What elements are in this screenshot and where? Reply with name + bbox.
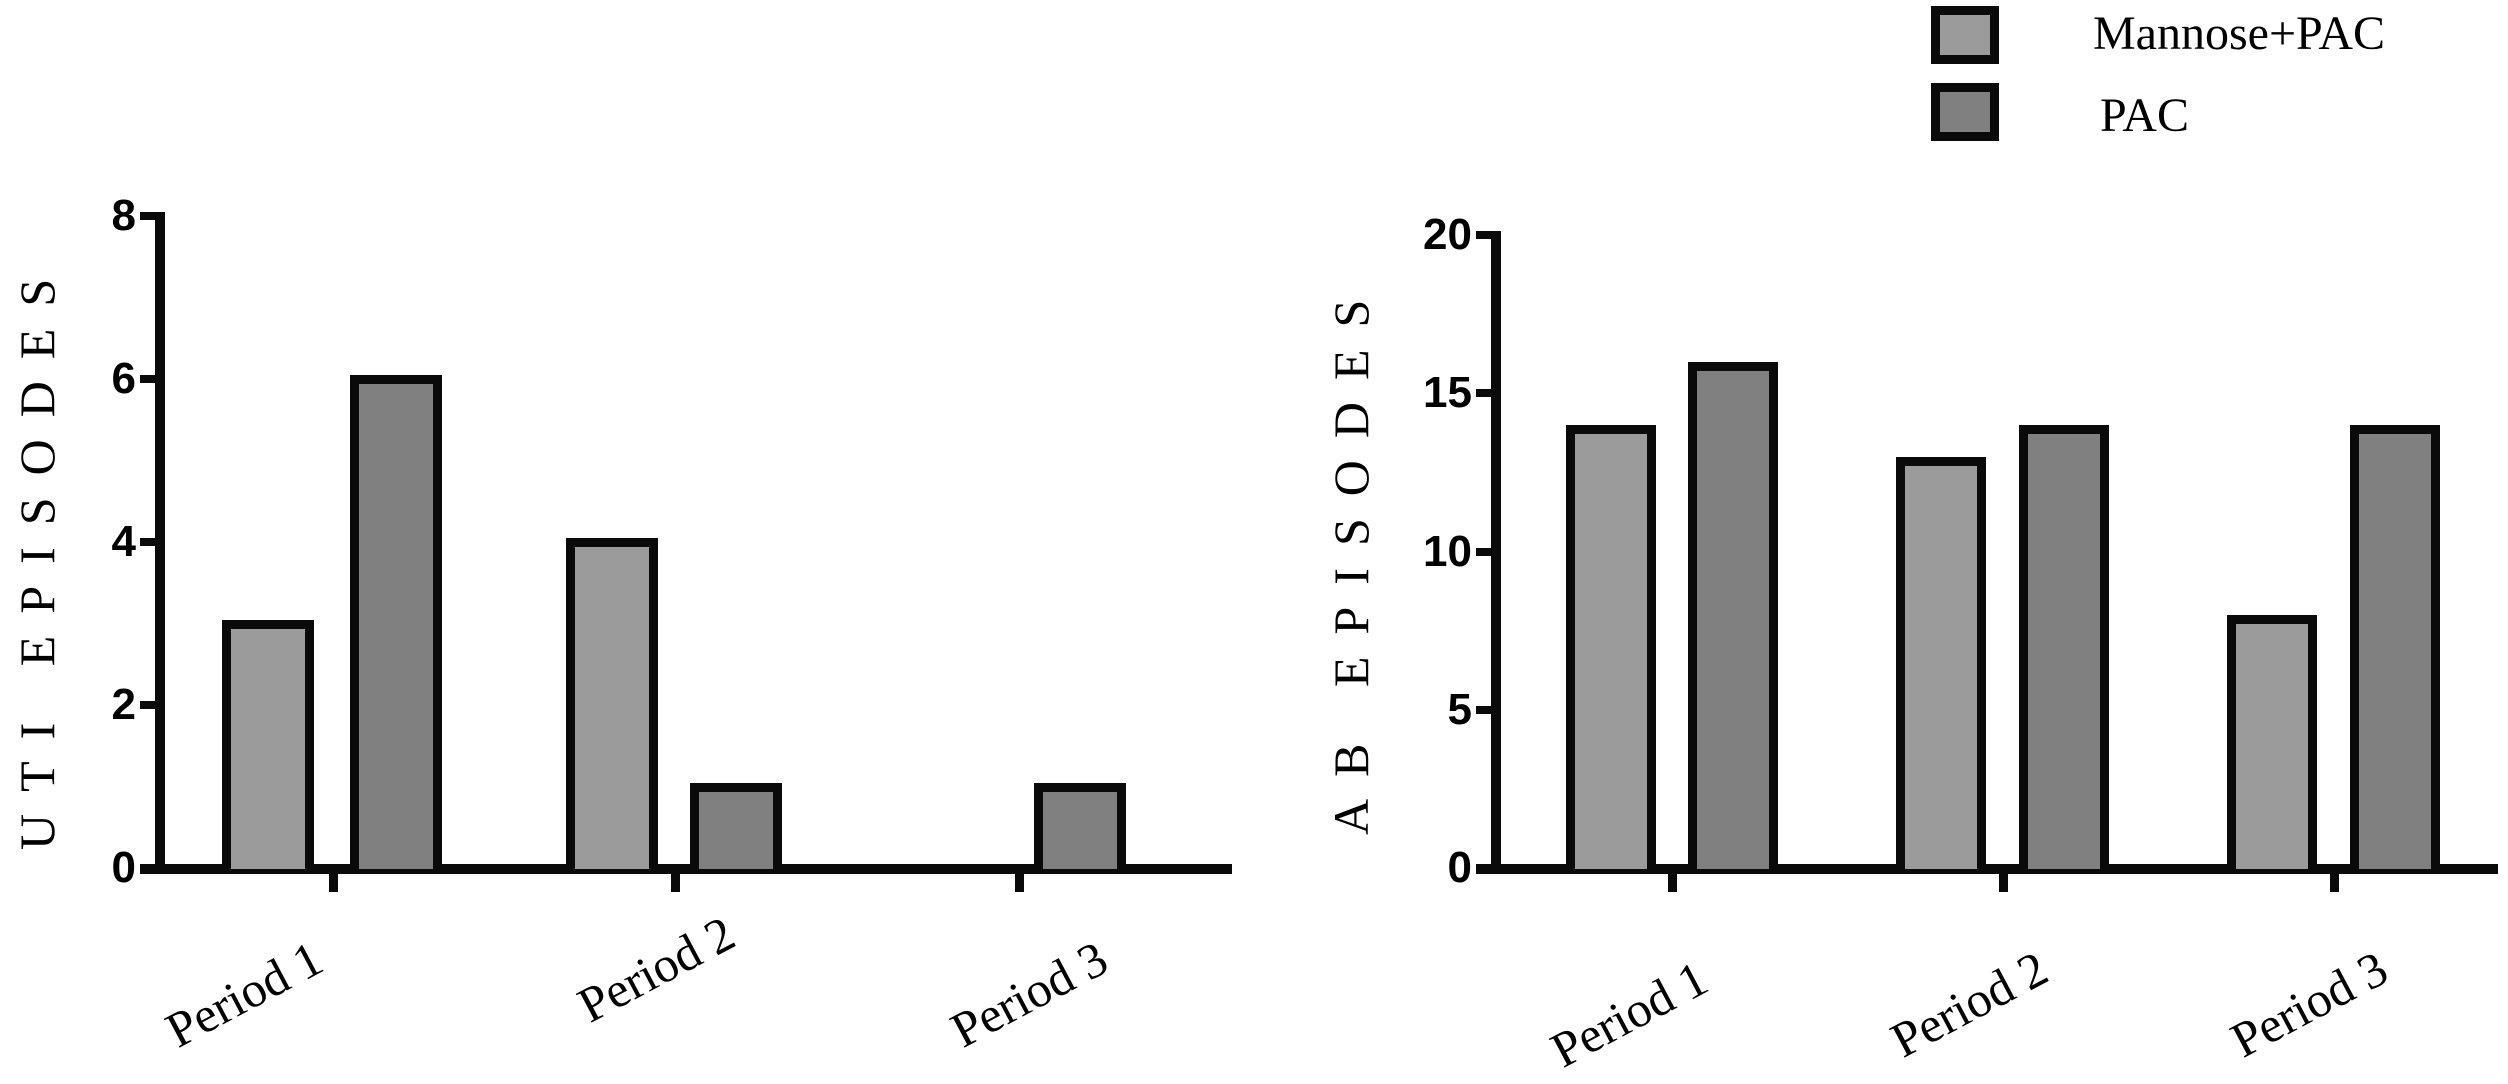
uti-x-axis: [140, 864, 1232, 874]
ab-ytick: [1476, 706, 1496, 714]
ab-ytick-label: 20: [1423, 210, 1472, 259]
ab-y-axis-label: AB EPISODES: [1323, 277, 1379, 835]
uti-xtick-label: Period 1: [156, 929, 332, 1059]
uti-ytick-label: 4: [111, 517, 136, 566]
ab-bar-period1-mannose-pac: [1566, 425, 1656, 869]
uti-bar-period1-mannose-pac: [222, 620, 314, 869]
ab-ytick-label: 10: [1423, 527, 1472, 576]
ab-bar-period1-pac: [1688, 362, 1778, 869]
legend-label-pac: PAC: [2100, 89, 2189, 142]
uti-y-axis: [155, 212, 165, 874]
ab-xtick-label: Period 1: [1541, 949, 1717, 1079]
ab-ytick: [1476, 389, 1496, 397]
uti-ytick: [140, 212, 160, 220]
uti-xtick-label: Period 3: [941, 929, 1117, 1059]
ab-xtick: [2330, 870, 2339, 892]
uti-bar-period2-pac: [690, 783, 782, 869]
ab-bar-period3-mannose-pac: [2227, 615, 2317, 869]
ab-bar-period2-pac: [2019, 425, 2109, 869]
ab-ytick-label: 5: [1447, 685, 1472, 734]
uti-xtick: [1015, 870, 1024, 892]
uti-xtick: [329, 870, 338, 892]
uti-ytick: [140, 375, 160, 383]
ab-xtick: [1999, 870, 2008, 892]
uti-bar-period3-pac: [1034, 783, 1126, 869]
ab-ytick: [1476, 864, 1496, 872]
uti-bar-period2-mannose-pac: [566, 538, 658, 869]
legend-swatch-mannose-pac: [1931, 6, 1999, 64]
legend-swatch-pac: [1931, 83, 1999, 141]
ab-bar-period3-pac: [2350, 425, 2440, 869]
uti-ytick: [140, 864, 160, 872]
uti-bar-period1-pac: [350, 375, 442, 869]
ab-x-axis: [1476, 864, 2498, 874]
uti-ytick-label: 8: [111, 191, 136, 240]
uti-ytick-label: 2: [111, 680, 136, 729]
ab-ytick: [1476, 548, 1496, 556]
legend-label-mannose-pac: Mannose+PAC: [2093, 7, 2386, 60]
ab-ytick-label: 0: [1447, 843, 1472, 892]
ab-y-axis: [1491, 231, 1501, 874]
uti-ytick-label: 0: [111, 843, 136, 892]
uti-ytick: [140, 701, 160, 709]
ab-ytick: [1476, 231, 1496, 239]
uti-ytick-label: 6: [111, 354, 136, 403]
uti-ytick: [140, 538, 160, 546]
ab-xtick-label: Period 2: [1881, 939, 2057, 1069]
ab-bar-period2-mannose-pac: [1896, 457, 1986, 869]
ab-ytick-label: 15: [1423, 368, 1472, 417]
ab-xtick-label: Period 3: [2221, 939, 2397, 1069]
uti-xtick-label: Period 2: [568, 904, 744, 1034]
ab-xtick: [1668, 870, 1677, 892]
uti-xtick: [671, 870, 680, 892]
